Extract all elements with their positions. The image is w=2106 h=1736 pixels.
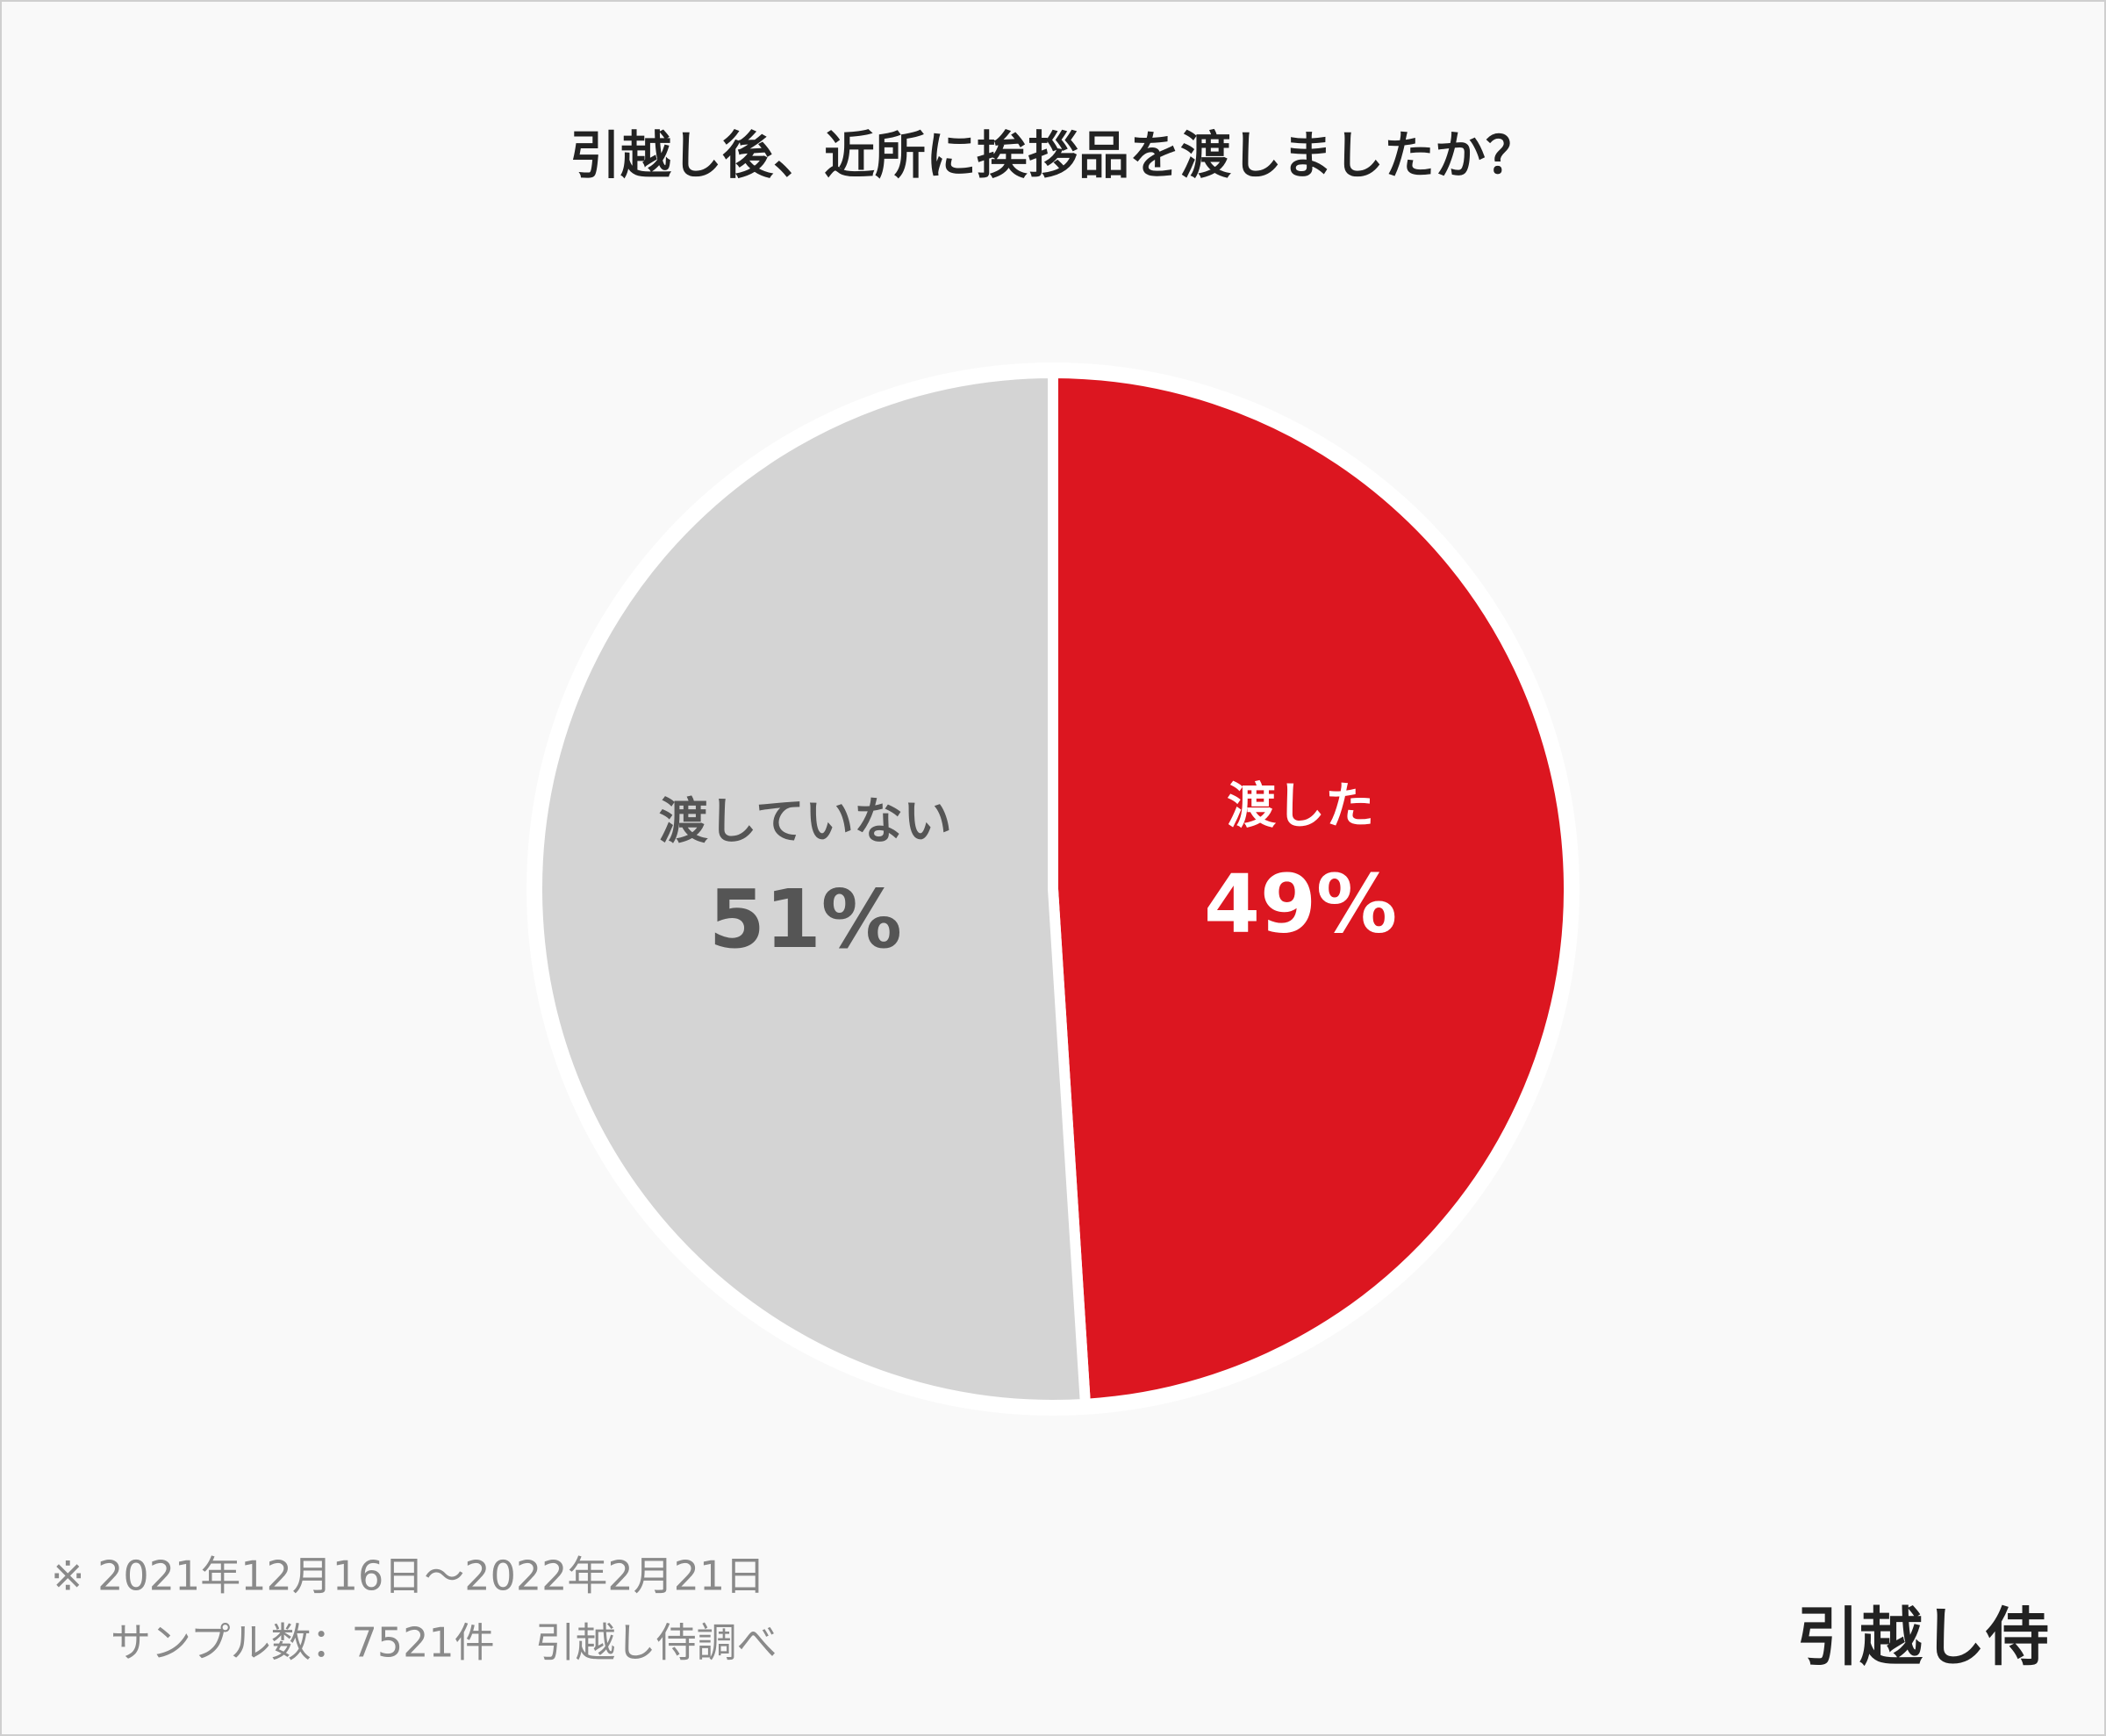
slice-label: 渡していない: [659, 793, 952, 850]
value-label: 49%: [1204, 857, 1397, 951]
note: ※ 2021年12月16日～2022年2月21日: [51, 1553, 765, 1600]
slice-label: 渡した: [1227, 778, 1374, 835]
pie-slice: [1048, 368, 1575, 1410]
value-label: 51%: [709, 872, 902, 966]
brand: 引越し侍: [1796, 1601, 2049, 1675]
note: サンプル数：7521件 引越し侍調べ: [111, 1619, 777, 1667]
chart-title: 引越し後、近所に挨拶品を渡しましたか？: [569, 126, 1537, 185]
pie-slice: [532, 368, 1091, 1410]
